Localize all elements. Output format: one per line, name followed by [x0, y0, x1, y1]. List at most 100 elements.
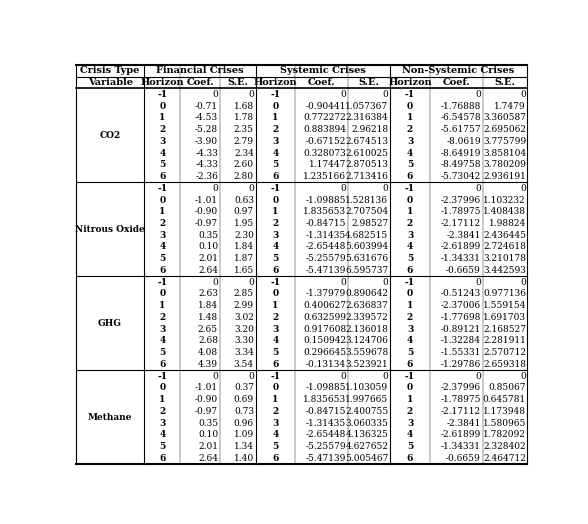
Text: 3.523921: 3.523921 — [346, 360, 389, 369]
Text: 5: 5 — [272, 348, 279, 357]
Text: 2: 2 — [159, 125, 165, 134]
Text: 2.65: 2.65 — [198, 325, 218, 334]
Text: 2.79: 2.79 — [234, 137, 254, 146]
Text: -1: -1 — [270, 184, 280, 193]
Text: 6: 6 — [407, 360, 413, 369]
Text: CO2: CO2 — [99, 131, 121, 140]
Text: -4.33: -4.33 — [195, 160, 218, 169]
Text: 6: 6 — [159, 266, 165, 275]
Text: 1.84: 1.84 — [234, 243, 254, 252]
Text: 2.464712: 2.464712 — [483, 454, 526, 463]
Text: -1.76888: -1.76888 — [440, 102, 481, 111]
Text: 0: 0 — [248, 90, 254, 99]
Text: 6: 6 — [159, 172, 165, 181]
Text: 4: 4 — [159, 148, 165, 158]
Text: 0.328073: 0.328073 — [303, 148, 346, 158]
Text: -1.09885: -1.09885 — [306, 384, 346, 392]
Text: -2.37996: -2.37996 — [440, 384, 481, 392]
Text: -1.01: -1.01 — [195, 195, 218, 204]
Text: -1: -1 — [157, 184, 168, 193]
Text: 6: 6 — [272, 172, 279, 181]
Text: -1: -1 — [405, 372, 415, 381]
Text: -0.13134: -0.13134 — [306, 360, 346, 369]
Text: -0.90441: -0.90441 — [306, 102, 346, 111]
Text: 3: 3 — [272, 231, 279, 240]
Text: -1.78975: -1.78975 — [440, 395, 481, 404]
Text: 5: 5 — [407, 348, 413, 357]
Text: 1.78: 1.78 — [234, 113, 254, 122]
Text: 0: 0 — [407, 384, 413, 392]
Text: GHG: GHG — [98, 319, 122, 328]
Text: -1.01: -1.01 — [195, 384, 218, 392]
Text: 4: 4 — [159, 243, 165, 252]
Text: 0: 0 — [383, 184, 389, 193]
Text: -8.49758: -8.49758 — [440, 160, 481, 169]
Text: 2.96218: 2.96218 — [351, 125, 389, 134]
Text: -1: -1 — [405, 184, 415, 193]
Text: 3.210178: 3.210178 — [483, 254, 526, 263]
Text: 2.68: 2.68 — [198, 336, 218, 345]
Text: Horizon: Horizon — [141, 78, 184, 87]
Text: -1.32284: -1.32284 — [441, 336, 481, 345]
Text: 6: 6 — [272, 454, 279, 463]
Text: -1.78975: -1.78975 — [440, 208, 481, 216]
Text: 2: 2 — [159, 313, 165, 322]
Text: 4.39: 4.39 — [198, 360, 218, 369]
Text: 1.87: 1.87 — [234, 254, 254, 263]
Text: 1.7479: 1.7479 — [495, 102, 526, 111]
Text: 1: 1 — [272, 208, 279, 216]
Text: 0: 0 — [272, 102, 279, 111]
Text: 1.98824: 1.98824 — [489, 219, 526, 228]
Text: 2: 2 — [407, 407, 413, 416]
Text: 2.35: 2.35 — [234, 125, 254, 134]
Text: 6: 6 — [272, 360, 279, 369]
Text: 0: 0 — [475, 184, 481, 193]
Text: 2.674513: 2.674513 — [345, 137, 389, 146]
Text: 1.835653: 1.835653 — [303, 208, 346, 216]
Text: -2.61899: -2.61899 — [440, 431, 481, 440]
Text: -2.37006: -2.37006 — [440, 301, 481, 310]
Text: 4: 4 — [272, 148, 279, 158]
Text: 5: 5 — [159, 442, 165, 451]
Text: 0.977136: 0.977136 — [483, 289, 526, 299]
Text: -0.97: -0.97 — [195, 219, 218, 228]
Text: -5.28: -5.28 — [195, 125, 218, 134]
Text: 3: 3 — [272, 325, 279, 334]
Text: 2.60: 2.60 — [234, 160, 254, 169]
Text: 5: 5 — [272, 160, 279, 169]
Text: 2.724618: 2.724618 — [483, 243, 526, 252]
Text: 3.442593: 3.442593 — [483, 266, 526, 275]
Text: -2.17112: -2.17112 — [440, 407, 481, 416]
Text: 1: 1 — [272, 301, 279, 310]
Text: 1: 1 — [159, 113, 165, 122]
Text: 2.707504: 2.707504 — [345, 208, 389, 216]
Text: 0: 0 — [340, 90, 346, 99]
Text: 0: 0 — [407, 102, 413, 111]
Text: -8.64919: -8.64919 — [440, 148, 481, 158]
Text: 2.281911: 2.281911 — [483, 336, 526, 345]
Text: 2.400755: 2.400755 — [345, 407, 389, 416]
Text: 3: 3 — [159, 325, 165, 334]
Text: 4: 4 — [407, 243, 413, 252]
Text: S.E.: S.E. — [359, 78, 380, 87]
Text: 0.772272: 0.772272 — [303, 113, 346, 122]
Text: 6: 6 — [159, 360, 165, 369]
Text: 1.17447: 1.17447 — [309, 160, 346, 169]
Text: 1: 1 — [159, 395, 165, 404]
Text: 4.627652: 4.627652 — [345, 442, 389, 451]
Text: 4: 4 — [407, 148, 413, 158]
Text: 1.782092: 1.782092 — [483, 431, 526, 440]
Text: 1.40: 1.40 — [234, 454, 254, 463]
Text: Horizon: Horizon — [253, 78, 298, 87]
Text: -0.51243: -0.51243 — [440, 289, 481, 299]
Text: 1: 1 — [407, 113, 413, 122]
Text: -1: -1 — [157, 278, 168, 287]
Text: S.E.: S.E. — [228, 78, 248, 87]
Text: 3.559678: 3.559678 — [345, 348, 389, 357]
Text: 1.580965: 1.580965 — [483, 419, 526, 428]
Text: 2.339572: 2.339572 — [346, 313, 389, 322]
Text: Coef.: Coef. — [186, 78, 214, 87]
Text: 4: 4 — [159, 431, 165, 440]
Text: 3: 3 — [407, 419, 413, 428]
Text: 0.63: 0.63 — [234, 195, 254, 204]
